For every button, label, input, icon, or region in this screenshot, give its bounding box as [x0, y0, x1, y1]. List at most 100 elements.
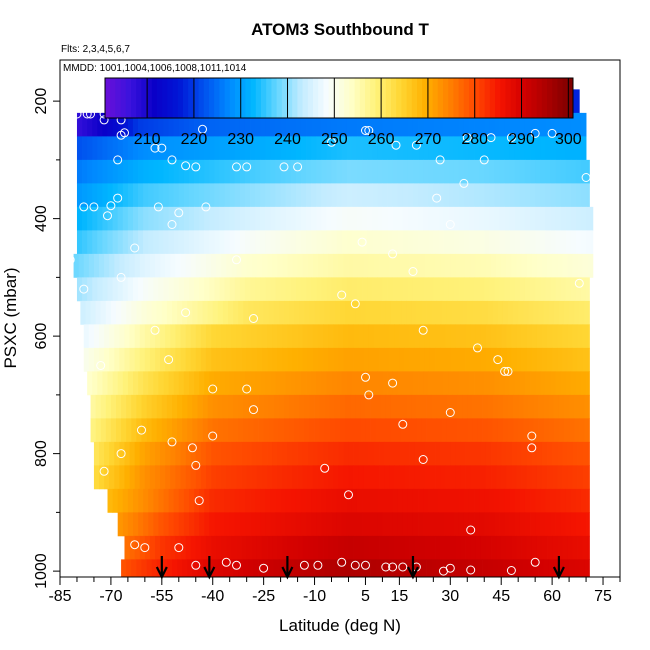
heatmap-cell — [183, 371, 190, 396]
heatmap-cell — [390, 300, 397, 325]
heatmap-cell — [107, 183, 114, 208]
heatmap-cell — [173, 277, 180, 302]
heatmap-cell — [412, 512, 419, 537]
heatmap-cell — [190, 253, 197, 278]
colorbar-segment — [183, 78, 189, 118]
heatmap-cell — [470, 347, 477, 372]
heatmap-cell — [509, 512, 516, 537]
heatmap-cell — [485, 441, 492, 466]
heatmap-cell — [280, 371, 287, 396]
heatmap-cell — [453, 512, 460, 537]
heatmap-cell — [494, 136, 500, 161]
colorbar-segment — [292, 78, 298, 118]
heatmap-cell — [241, 347, 248, 372]
heatmap-cell — [452, 394, 458, 419]
heatmap-cell — [535, 183, 541, 208]
heatmap-cell — [575, 277, 582, 302]
heatmap-cell — [85, 300, 91, 325]
heatmap-cell — [343, 465, 349, 490]
heatmap-cell — [250, 512, 256, 537]
heatmap-cell — [165, 324, 171, 349]
heatmap-cell — [555, 512, 562, 537]
heatmap-cell — [234, 488, 241, 513]
heatmap-cell — [560, 277, 567, 302]
heatmap-cell — [132, 371, 139, 396]
heatmap-cell — [183, 206, 190, 231]
heatmap-cell — [401, 559, 407, 577]
heatmap-cell — [117, 512, 124, 537]
heatmap-cell — [382, 277, 388, 302]
heatmap-cell — [575, 183, 582, 208]
observation-point — [208, 384, 218, 394]
colorbar-segment — [380, 78, 387, 118]
heatmap-cell — [535, 371, 541, 396]
heatmap-cell — [552, 465, 558, 490]
heatmap-cell — [306, 512, 312, 537]
heatmap-cell — [195, 347, 202, 372]
heatmap-cell — [533, 300, 539, 325]
heatmap-cell — [390, 418, 397, 443]
observation-point — [527, 443, 537, 453]
heatmap-cell — [226, 441, 232, 466]
heatmap-cell — [290, 159, 297, 184]
heatmap-cell — [440, 324, 446, 349]
heatmap-cell — [489, 277, 495, 302]
heatmap-cell — [226, 347, 232, 372]
heatmap-cell — [438, 136, 444, 161]
heatmap-cell — [255, 230, 261, 255]
heatmap-cell — [134, 324, 141, 349]
observation-point — [408, 267, 418, 276]
heatmap-cell — [530, 371, 536, 396]
heatmap-cell — [372, 159, 378, 184]
heatmap-cell — [446, 394, 453, 419]
heatmap-cell — [504, 136, 511, 161]
heatmap-band-480 — [73, 253, 594, 278]
heatmap-cell — [351, 488, 358, 513]
heatmap-cell — [338, 441, 344, 466]
heatmap-cell — [306, 136, 312, 161]
heatmap-cell — [572, 441, 578, 466]
heatmap-cell — [562, 324, 568, 349]
heatmap-cell — [418, 136, 424, 161]
heatmap-cell — [105, 418, 112, 443]
colorbar-segment — [484, 78, 491, 118]
heatmap-cell — [214, 230, 220, 255]
heatmap-cell — [484, 488, 490, 513]
heatmap-cell — [479, 183, 485, 208]
heatmap-cell — [443, 512, 450, 537]
heatmap-cell — [270, 112, 276, 137]
heatmap-cell — [127, 136, 134, 161]
heatmap-cell — [267, 347, 273, 372]
heatmap-cell — [485, 465, 492, 490]
heatmap-cell — [333, 535, 339, 560]
heatmap-cell — [362, 371, 368, 396]
heatmap-cell — [575, 488, 582, 513]
heatmap-cell — [246, 535, 253, 560]
heatmap-cell — [547, 253, 553, 278]
heatmap-cell — [172, 559, 178, 577]
heatmap-cell — [390, 394, 397, 419]
heatmap-cell — [467, 559, 473, 577]
heatmap-cell — [316, 512, 322, 537]
heatmap-cell — [379, 324, 385, 349]
heatmap-cell — [148, 206, 154, 231]
heatmap-cell — [250, 206, 256, 231]
heatmap-cell — [453, 277, 460, 302]
heatmap-cell — [160, 465, 166, 490]
heatmap-cell — [350, 418, 356, 443]
heatmap-cell — [421, 559, 427, 577]
heatmap-cell — [443, 277, 450, 302]
observation-point — [130, 540, 140, 550]
heatmap-cell — [214, 206, 220, 231]
heatmap-cell — [99, 347, 105, 372]
colorbar-segment — [344, 78, 350, 118]
heatmap-cell — [175, 441, 181, 466]
heatmap-cell — [577, 347, 584, 372]
heatmap-cell — [80, 300, 86, 325]
heatmap-cell — [280, 136, 287, 161]
heatmap-cell — [214, 277, 220, 302]
observation-point — [493, 355, 503, 365]
heatmap-cell — [138, 512, 144, 537]
heatmap-cell — [109, 441, 115, 466]
heatmap-cell — [533, 418, 539, 443]
